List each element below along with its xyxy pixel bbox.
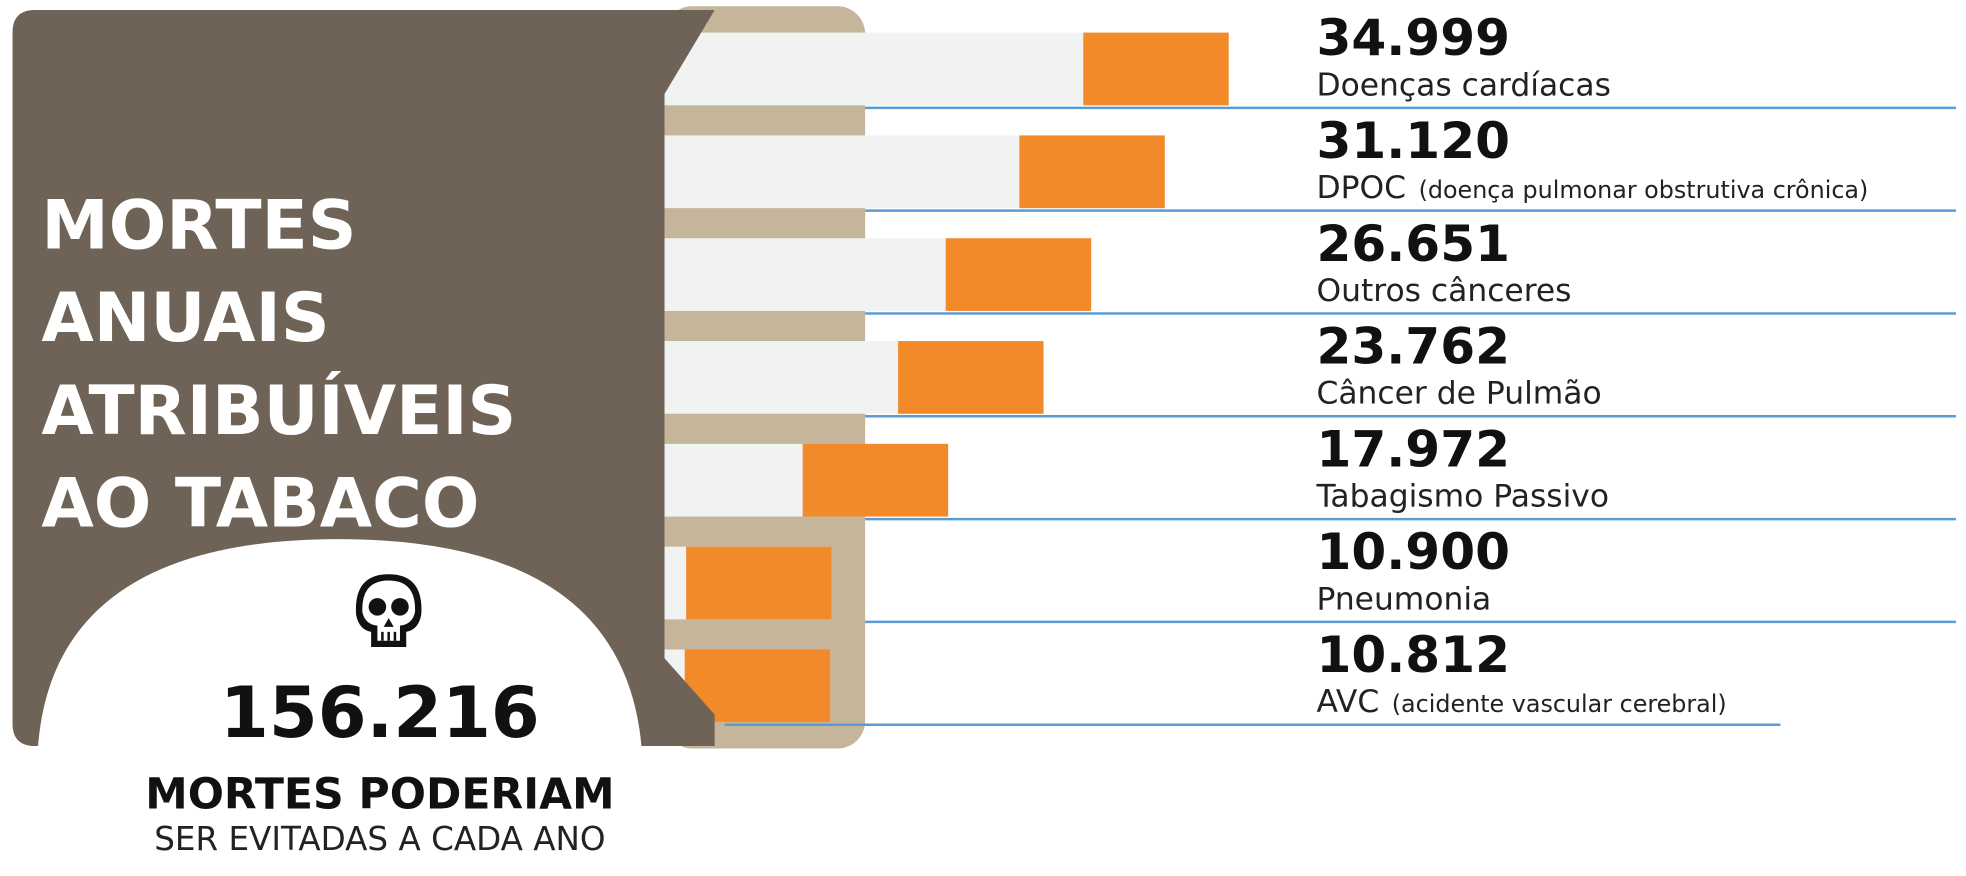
category-name: Outros cânceres [1316,273,1571,309]
category-name: Tabagismo Passivo [1315,479,1609,515]
title-line: MORTES [41,185,356,264]
cigarette-filter [686,546,832,620]
cigarette-filter [802,443,949,517]
category-label: AVC (acidente vascular cerebral) [1316,684,1726,720]
category-label: Câncer de Pulmão [1316,376,1601,412]
total-panel [37,539,642,876]
value-label: 10.812 [1316,625,1510,684]
cigarette-filter [1019,135,1165,209]
category-label: Tabagismo Passivo [1315,479,1609,515]
cigarette-filter [1083,32,1229,106]
category-note: (acidente vascular cerebral) [1392,690,1727,718]
title-line: AO TABACO [41,464,479,543]
value-label: 23.762 [1316,317,1510,376]
value-label: 17.972 [1316,419,1510,478]
value-label: 34.999 [1316,8,1510,67]
title-line: ANUAIS [41,278,329,357]
category-name: Câncer de Pulmão [1316,376,1601,412]
value-label: 26.651 [1316,214,1510,273]
category-name: AVC [1316,684,1379,720]
category-label: DPOC (doença pulmonar obstrutiva crônica) [1316,170,1868,206]
category-name: Pneumonia [1316,581,1491,617]
canvas: MORTES ANUAIS ATRIBUÍVEIS AO TABACO 156.… [12,6,1956,876]
cigarette-filter [898,341,1044,414]
category-label: Pneumonia [1316,581,1491,617]
total-value: 156.216 [220,672,540,754]
skull-icon [355,574,422,647]
category-name: DPOC [1316,170,1406,206]
total-caption: SER EVITADAS A CADA ANO [154,820,605,858]
cigarette-filter [945,238,1092,311]
title: MORTES ANUAIS ATRIBUÍVEIS AO TABACO [41,185,516,542]
title-line: ATRIBUÍVEIS [41,371,516,450]
value-label: 10.900 [1316,522,1510,581]
category-name: Doenças cardíacas [1316,67,1610,103]
category-label: Outros cânceres [1316,273,1571,309]
total-caption: MORTES PODERIAM [145,770,614,820]
value-label: 31.120 [1316,111,1510,170]
category-label: Doenças cardíacas [1316,67,1610,103]
bars [651,32,1229,723]
category-note: (doença pulmonar obstrutiva crônica) [1419,176,1869,204]
